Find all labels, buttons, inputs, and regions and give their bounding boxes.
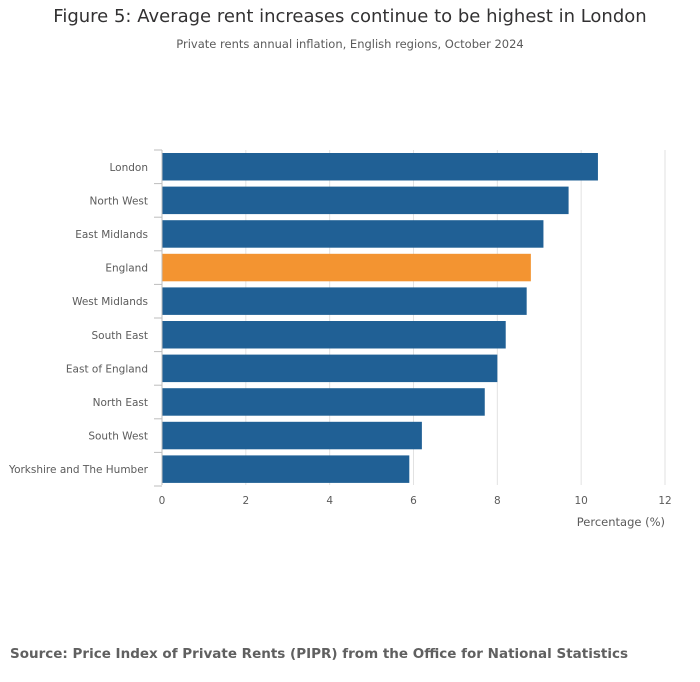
x-tick-label: 0 [159, 495, 166, 507]
bar-south-east [162, 321, 506, 349]
y-tick-label: North West [89, 195, 148, 207]
labels: 0 2 4 6 8 10 12 London North West East Midlands En… [8, 162, 672, 507]
bars [162, 153, 598, 483]
x-tick-label: 8 [494, 495, 501, 507]
bar-east-of-england [162, 354, 498, 383]
bar-london [162, 153, 598, 181]
x-axis-title: Percentage (%) [577, 515, 665, 529]
y-tick-label: South East [91, 330, 148, 342]
bar-yorkshire-and-the-humber [162, 455, 410, 483]
bar-north-west [162, 186, 569, 215]
y-tick-label: East of England [66, 363, 148, 375]
y-tick-label: West Midlands [72, 296, 148, 308]
x-tick-label: 6 [410, 495, 417, 507]
bar-east-midlands [162, 220, 544, 248]
x-tick-label: 10 [574, 495, 587, 507]
bar-south-west [162, 421, 422, 450]
source-note: Source: Price Index of Private Rents (PI… [10, 646, 628, 662]
y-tick-label: North East [93, 397, 148, 409]
bar-west-midlands [162, 287, 527, 315]
y-tick-label: East Midlands [75, 229, 148, 241]
bar-north-east [162, 388, 485, 416]
chart-title: Figure 5: Average rent increases continu… [53, 6, 647, 27]
chart-subtitle: Private rents annual inflation, English … [176, 37, 524, 51]
x-tick-label: 12 [658, 495, 671, 507]
y-tick-label: England [105, 263, 148, 275]
y-tick-label: South West [88, 431, 148, 443]
y-tick-label: London [110, 162, 149, 174]
x-tick-label: 4 [326, 495, 333, 507]
y-tick-label: Yorkshire and The Humber [8, 464, 149, 476]
x-tick-label: 2 [242, 495, 249, 507]
axes [154, 149, 163, 487]
bar-chart: 0 2 4 6 8 10 12 London North West East Midlands En… [8, 149, 672, 529]
bar-england [162, 253, 531, 282]
